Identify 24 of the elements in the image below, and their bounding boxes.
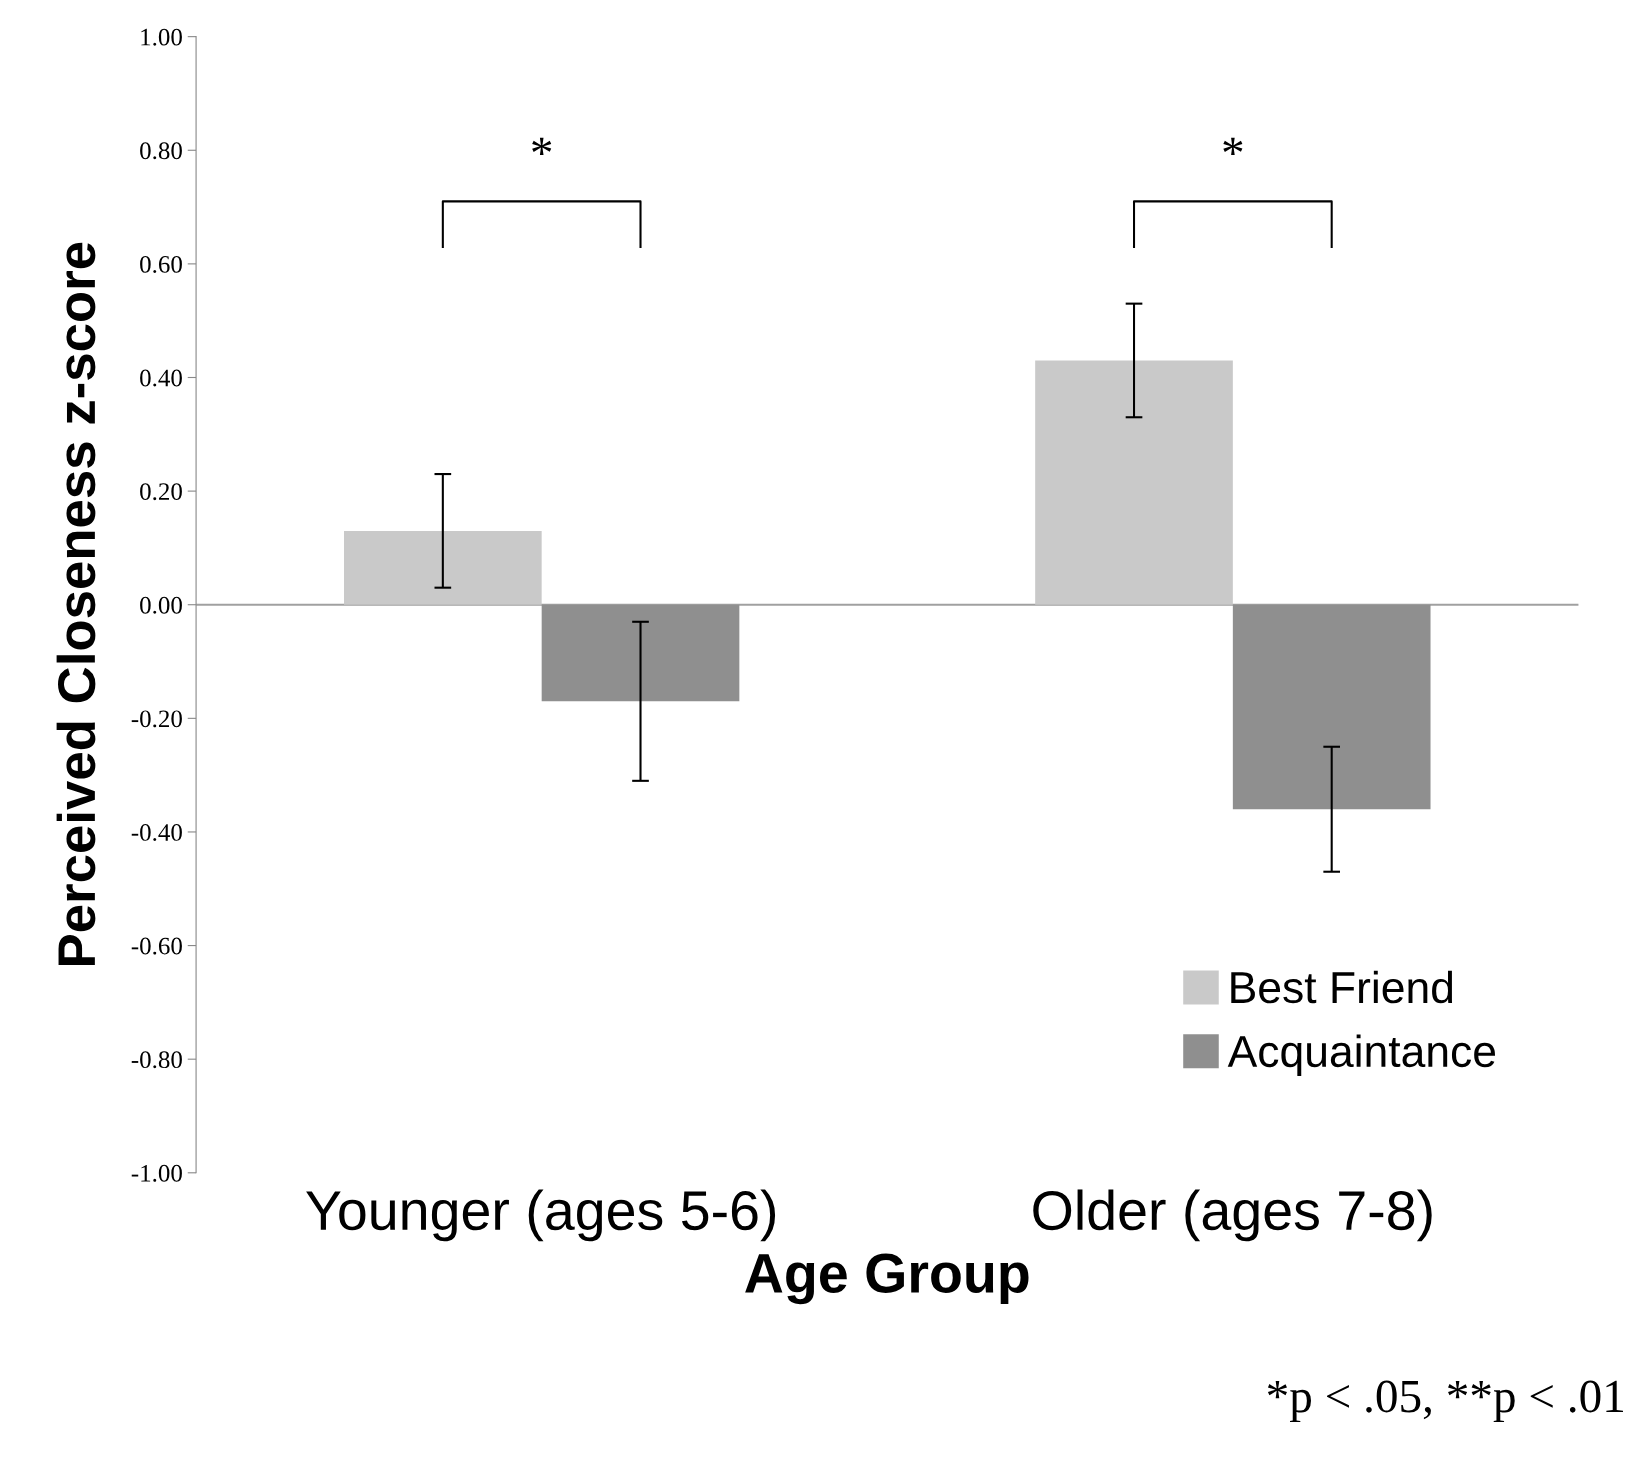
legend-label: Best Friend — [1231, 970, 1453, 1004]
y-tick-label: 0.00 — [140, 596, 182, 614]
annotation: * — [532, 137, 552, 156]
y-axis-title: Perceived Closeness z-score — [56, 242, 96, 965]
y-tick-label: 0.20 — [140, 483, 182, 501]
bar — [541, 604, 740, 702]
x-axis-title: Age Group — [745, 1253, 1029, 1305]
bar — [1232, 604, 1431, 810]
y-tick-label: -0.80 — [131, 1051, 182, 1069]
legend-label: Acquaintance — [1227, 1034, 1496, 1076]
y-tick-label: -0.20 — [131, 710, 182, 728]
y-tick-label: 1.00 — [141, 28, 182, 46]
annotation: * — [1223, 137, 1243, 156]
bar — [343, 530, 542, 605]
x-tick-label: Younger (ages 5-6) — [306, 1189, 776, 1242]
y-tick-label: -0.60 — [131, 937, 182, 955]
y-tick-label: -0.40 — [131, 824, 182, 841]
y-tick-label: 0.80 — [140, 142, 182, 160]
y-tick-label: 0.60 — [140, 255, 182, 273]
bar — [1035, 360, 1233, 605]
text: *p < .05, **p < .01 — [1267, 1380, 1623, 1423]
y-tick-label: -1.00 — [131, 1164, 182, 1182]
x-tick-label: Older (ages 7-8) — [1033, 1189, 1432, 1242]
y-tick-label: 0.40 — [140, 369, 182, 387]
